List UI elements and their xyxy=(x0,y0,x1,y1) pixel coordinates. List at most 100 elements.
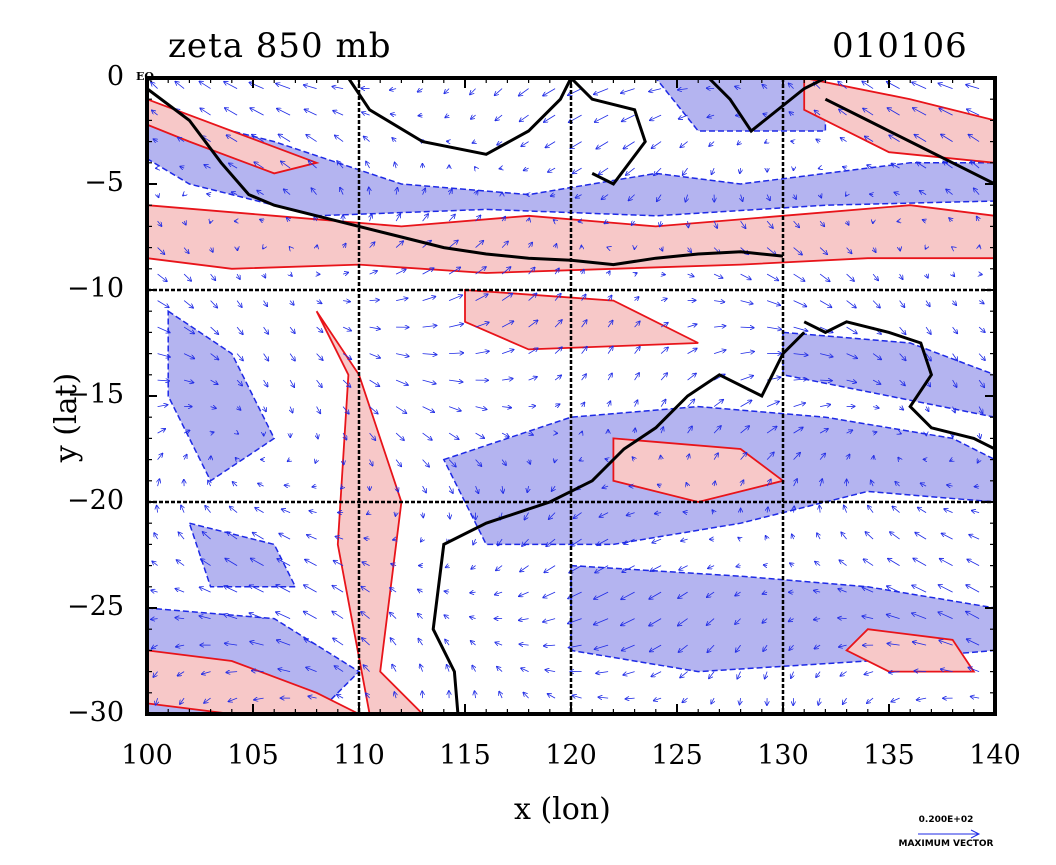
wind-vector xyxy=(181,505,184,513)
wind-vector xyxy=(497,142,503,145)
wind-vector xyxy=(285,485,291,486)
wind-vector xyxy=(309,511,317,513)
wind-vector xyxy=(678,618,688,626)
wind-vector xyxy=(949,218,953,221)
wind-vector xyxy=(448,406,461,411)
wind-vector xyxy=(766,220,773,228)
wind-vector xyxy=(555,268,559,275)
wind-vector xyxy=(236,300,242,308)
wind-vector xyxy=(978,301,984,304)
wind-vector xyxy=(917,698,927,700)
positive-vorticity-region xyxy=(147,98,320,175)
wind-vector xyxy=(941,669,953,671)
wind-vector xyxy=(735,592,741,596)
y-tick-label: −15 xyxy=(67,378,124,410)
wind-vector xyxy=(183,195,184,196)
wind-vector xyxy=(233,482,238,487)
wind-vector xyxy=(314,216,316,222)
wind-vector xyxy=(341,486,343,489)
wind-vector xyxy=(370,459,373,466)
wind-vector xyxy=(763,114,767,115)
wind-vector xyxy=(766,479,771,487)
wind-vector xyxy=(311,188,317,195)
wind-vector xyxy=(707,618,715,626)
wind-vector xyxy=(183,300,193,308)
tick-mark-layer xyxy=(146,77,996,715)
wind-vector xyxy=(607,346,613,354)
wind-vector xyxy=(899,300,905,308)
wind-vector xyxy=(900,433,901,434)
coastline xyxy=(347,78,573,156)
wind-vector xyxy=(685,194,687,202)
wind-vector xyxy=(423,512,424,518)
wind-vector xyxy=(250,108,264,116)
wind-vector xyxy=(887,615,900,619)
wind-vector xyxy=(210,353,219,360)
x-tick-label: 140 xyxy=(969,740,1021,771)
wind-vector xyxy=(396,354,409,357)
wind-vector xyxy=(894,192,900,194)
wind-vector xyxy=(362,112,370,115)
wind-vector xyxy=(660,347,668,354)
wind-vector xyxy=(660,323,668,328)
wind-vector xyxy=(290,274,292,276)
wind-vector xyxy=(544,565,556,573)
wind-vector xyxy=(422,268,434,275)
wind-vector xyxy=(520,565,529,572)
wind-vector xyxy=(176,645,185,647)
wind-vector xyxy=(938,83,953,89)
wind-vector xyxy=(941,134,953,142)
wind-vector xyxy=(158,195,159,198)
wind-vector xyxy=(939,108,953,116)
wind-vector xyxy=(737,671,740,679)
wind-vector xyxy=(281,161,291,169)
wind-vector xyxy=(290,300,294,305)
wind-vector xyxy=(793,403,806,407)
wind-vector xyxy=(687,426,692,434)
wind-vector xyxy=(626,167,635,175)
wind-vector xyxy=(682,697,688,702)
wind-vector xyxy=(157,353,170,357)
wind-vector xyxy=(369,379,380,386)
wind-vector xyxy=(421,539,423,542)
wind-vector xyxy=(940,559,953,566)
wind-vector xyxy=(237,273,240,279)
wind-vector xyxy=(623,671,635,675)
wind-vector xyxy=(157,429,166,434)
wind-vector-layer xyxy=(151,81,985,705)
wind-vector xyxy=(740,220,746,228)
wind-vector xyxy=(596,141,609,149)
wind-vector xyxy=(263,248,264,249)
x-axis-label: x (lon) xyxy=(514,792,611,827)
wind-vector xyxy=(627,513,635,516)
wind-vector xyxy=(332,87,344,89)
wind-vector xyxy=(210,300,218,308)
wind-vector xyxy=(624,538,635,544)
wind-vector xyxy=(820,353,833,357)
wind-vector xyxy=(423,188,426,195)
wind-vector xyxy=(475,322,489,328)
wind-vector xyxy=(819,300,831,308)
wind-vector xyxy=(264,300,268,307)
wind-vector xyxy=(953,274,955,276)
wind-vector xyxy=(820,479,822,487)
wind-vector xyxy=(521,141,529,147)
wind-vector xyxy=(762,618,768,623)
wind-vector xyxy=(367,513,370,515)
wind-vector xyxy=(521,668,529,672)
wind-vector xyxy=(343,432,346,439)
wind-vector xyxy=(661,456,662,460)
wind-vector xyxy=(316,301,322,304)
wind-vector xyxy=(369,187,370,195)
wind-vector xyxy=(819,220,824,226)
wind-vector xyxy=(284,189,291,195)
wind-vector xyxy=(175,82,185,89)
wind-vector xyxy=(660,299,667,301)
wind-vector xyxy=(554,375,561,381)
wind-vector xyxy=(529,242,533,248)
wind-vector xyxy=(819,506,820,513)
wind-vector xyxy=(519,619,529,621)
wind-vector xyxy=(210,407,216,409)
wind-vector xyxy=(846,300,856,308)
wind-vector xyxy=(157,273,167,281)
